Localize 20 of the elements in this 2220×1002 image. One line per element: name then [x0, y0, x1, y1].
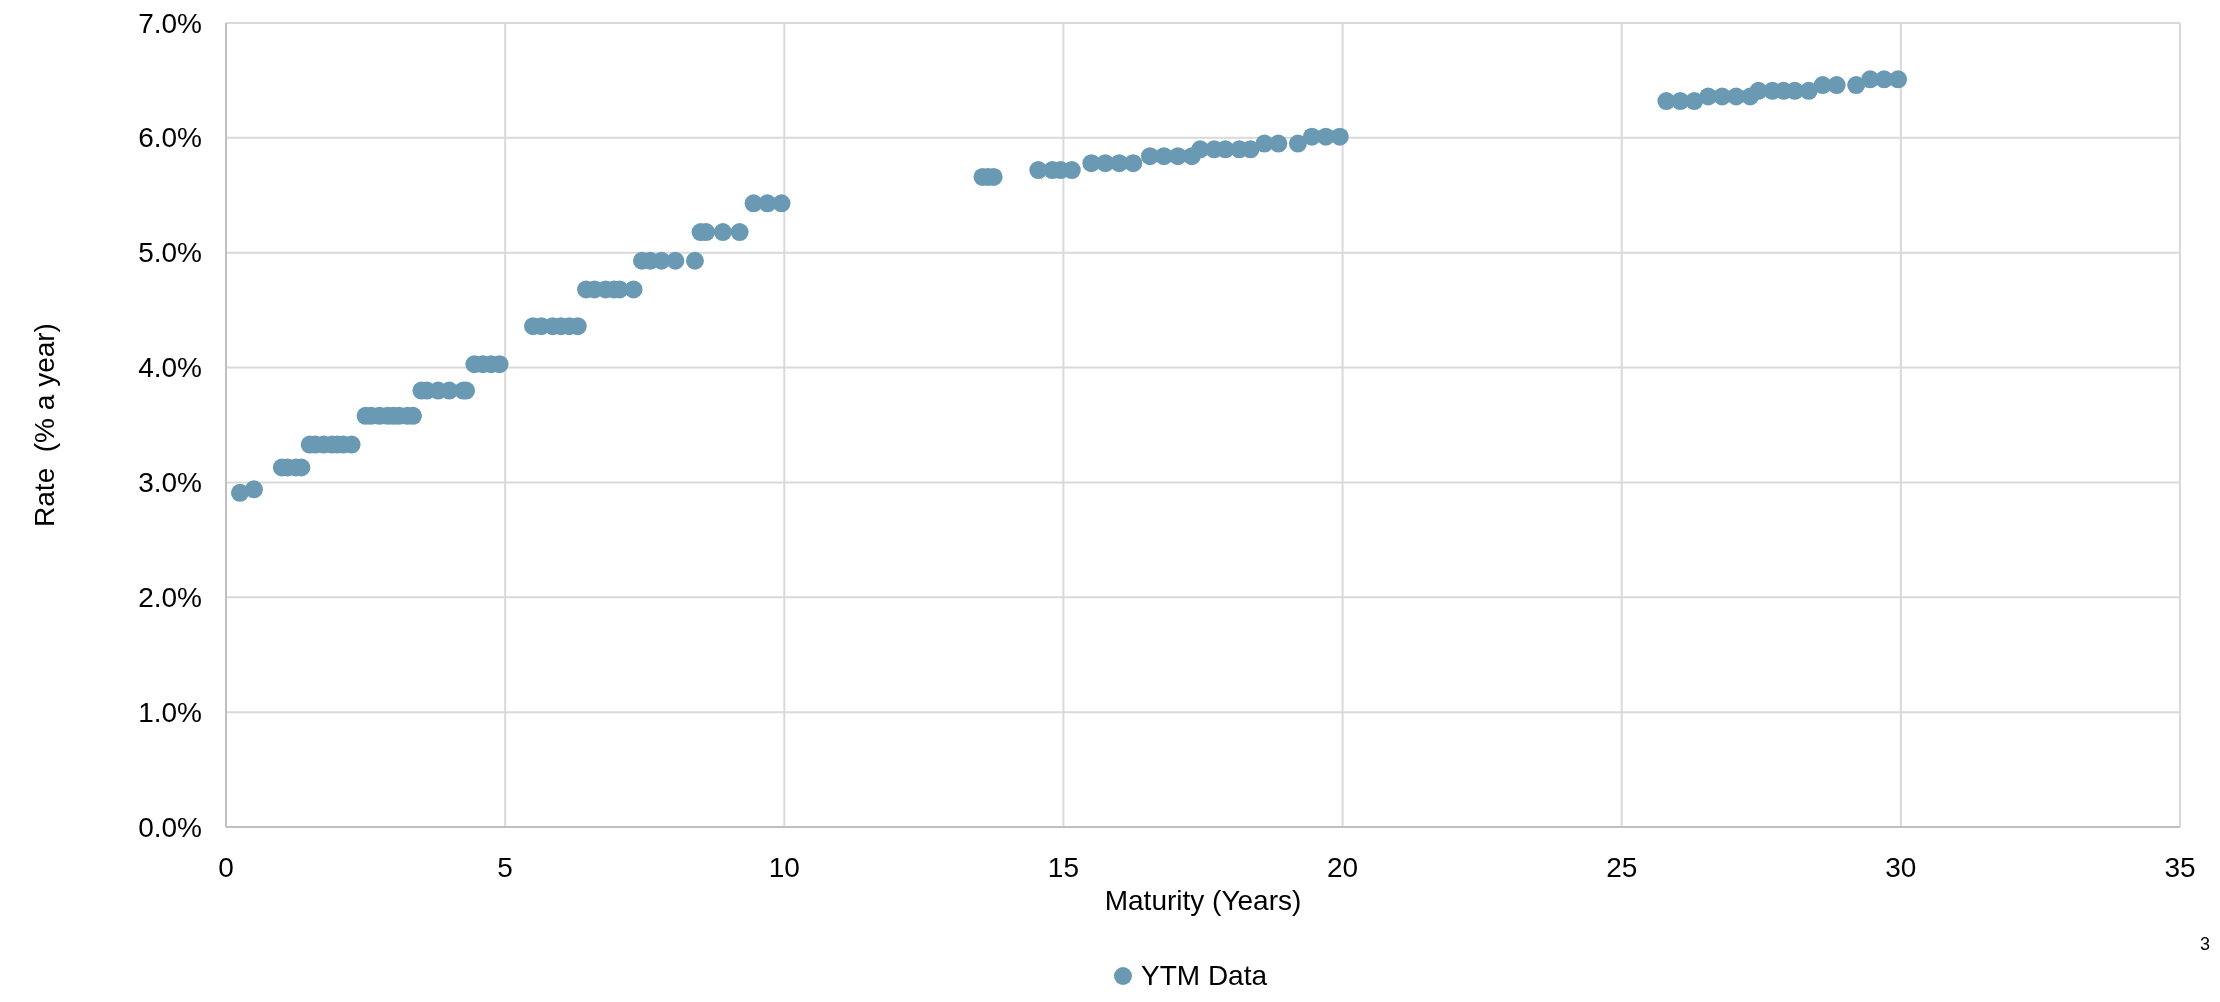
y-tick-label: 4.0%: [138, 352, 202, 384]
y-tick-label: 1.0%: [138, 696, 202, 728]
x-tick-label: 5: [497, 851, 513, 883]
text: 3: [2199, 934, 2210, 954]
x-axis-title: Maturity (Years): [1104, 885, 1302, 916]
x-tick-label: 10: [768, 851, 800, 883]
y-tick-label: 7.0%: [138, 7, 202, 39]
legend-label: YTM Data: [1141, 960, 1268, 991]
x-tick-label: 35: [2164, 851, 2196, 883]
y-tick-label: 6.0%: [138, 122, 202, 154]
y-tick-label: 3.0%: [138, 466, 202, 498]
x-tick-label: 0: [218, 851, 234, 883]
y-tick-label: 2.0%: [138, 581, 202, 613]
y-tick-label: 5.0%: [138, 237, 202, 269]
y-axis-title: Rate (% a year): [28, 323, 60, 527]
x-tick-label: 15: [1047, 851, 1080, 883]
x-tick-label: 30: [1885, 851, 1917, 883]
x-tick-label: 25: [1606, 851, 1638, 883]
x-tick-label: 20: [1326, 851, 1359, 883]
y-tick-label: 0.0%: [138, 811, 202, 843]
